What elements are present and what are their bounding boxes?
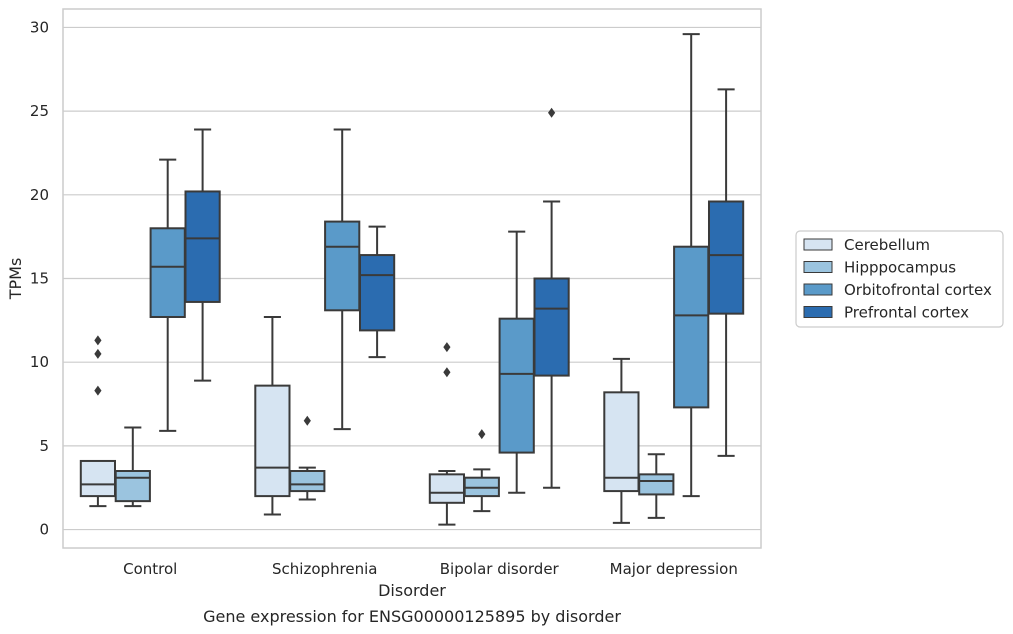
box xyxy=(638,453,675,519)
y-tick-label: 30 xyxy=(30,18,49,36)
box xyxy=(114,426,151,508)
box-body xyxy=(114,470,151,503)
x-tick-label: Major depression xyxy=(610,560,738,578)
box-body xyxy=(289,470,326,493)
box-body xyxy=(533,277,570,377)
box xyxy=(184,128,221,382)
y-tick-label: 20 xyxy=(30,186,49,204)
x-axis-ticks: Control Schizophrenia Bipolar disorder Majo… xyxy=(123,560,738,578)
y-tick-label: 0 xyxy=(39,521,49,539)
x-axis-label: Disorder xyxy=(378,581,446,600)
chart-title: Gene expression for ENSG00000125895 by d… xyxy=(203,607,621,626)
outlier-point xyxy=(94,385,102,396)
box xyxy=(324,128,361,431)
box xyxy=(603,357,640,524)
legend-swatch xyxy=(803,306,833,318)
box-body xyxy=(498,317,535,454)
outlier-point xyxy=(478,429,486,440)
outlier-point xyxy=(443,367,451,378)
y-tick-label: 25 xyxy=(30,102,49,120)
box-body xyxy=(673,245,710,409)
y-tick-label: 5 xyxy=(39,437,49,455)
box-body xyxy=(184,190,221,303)
box xyxy=(533,107,570,489)
box-body xyxy=(358,254,396,332)
series-cerebellum xyxy=(79,316,640,526)
outlier-point xyxy=(94,335,102,346)
series-hipppocampus xyxy=(114,415,675,519)
box-body xyxy=(324,220,361,312)
y-axis-label: TPMs xyxy=(6,258,25,301)
legend-entry-label: Hipppocampus xyxy=(844,259,956,277)
box-body xyxy=(79,459,117,498)
box-body xyxy=(149,227,186,318)
legend-swatch xyxy=(803,238,833,251)
box xyxy=(428,342,466,526)
legend-entry-label: Orbitofrontal cortex xyxy=(844,281,992,299)
y-tick-label: 10 xyxy=(30,353,49,371)
box xyxy=(289,415,326,501)
legend-entry-label: Cerebellum xyxy=(844,236,930,254)
outlier-point xyxy=(94,348,102,359)
legend: Cerebellum Hipppocampus Orbitofrontal cort… xyxy=(795,230,1004,328)
legend-swatch xyxy=(803,283,833,296)
x-tick-label: Bipolar disorder xyxy=(440,560,560,578)
box-body xyxy=(603,391,640,493)
box-series xyxy=(79,33,745,526)
box xyxy=(358,225,396,359)
box xyxy=(79,335,117,508)
outlier-point xyxy=(548,107,556,118)
legend-entry-label: Prefrontal cortex xyxy=(844,304,969,322)
y-tick-label: 15 xyxy=(30,270,49,288)
x-tick-label: Control xyxy=(123,560,177,578)
x-tick-label: Schizophrenia xyxy=(272,560,377,578)
outlier-point xyxy=(303,415,311,426)
box xyxy=(254,316,291,516)
box xyxy=(463,429,500,513)
y-axis-ticks: 0 5 10 15 20 25 30 xyxy=(30,18,49,538)
box xyxy=(707,88,745,457)
plot-frame xyxy=(62,8,762,549)
box xyxy=(673,33,710,498)
box-body xyxy=(428,473,466,504)
box xyxy=(498,230,535,494)
outlier-point xyxy=(443,342,451,353)
series-orbitofrontal-cortex xyxy=(149,33,710,498)
box-body xyxy=(707,200,745,315)
series-prefrontal-cortex xyxy=(184,88,745,489)
legend-swatch xyxy=(803,261,833,273)
legend-frame xyxy=(795,230,1004,328)
box-body xyxy=(254,384,291,498)
box-body xyxy=(638,473,675,496)
